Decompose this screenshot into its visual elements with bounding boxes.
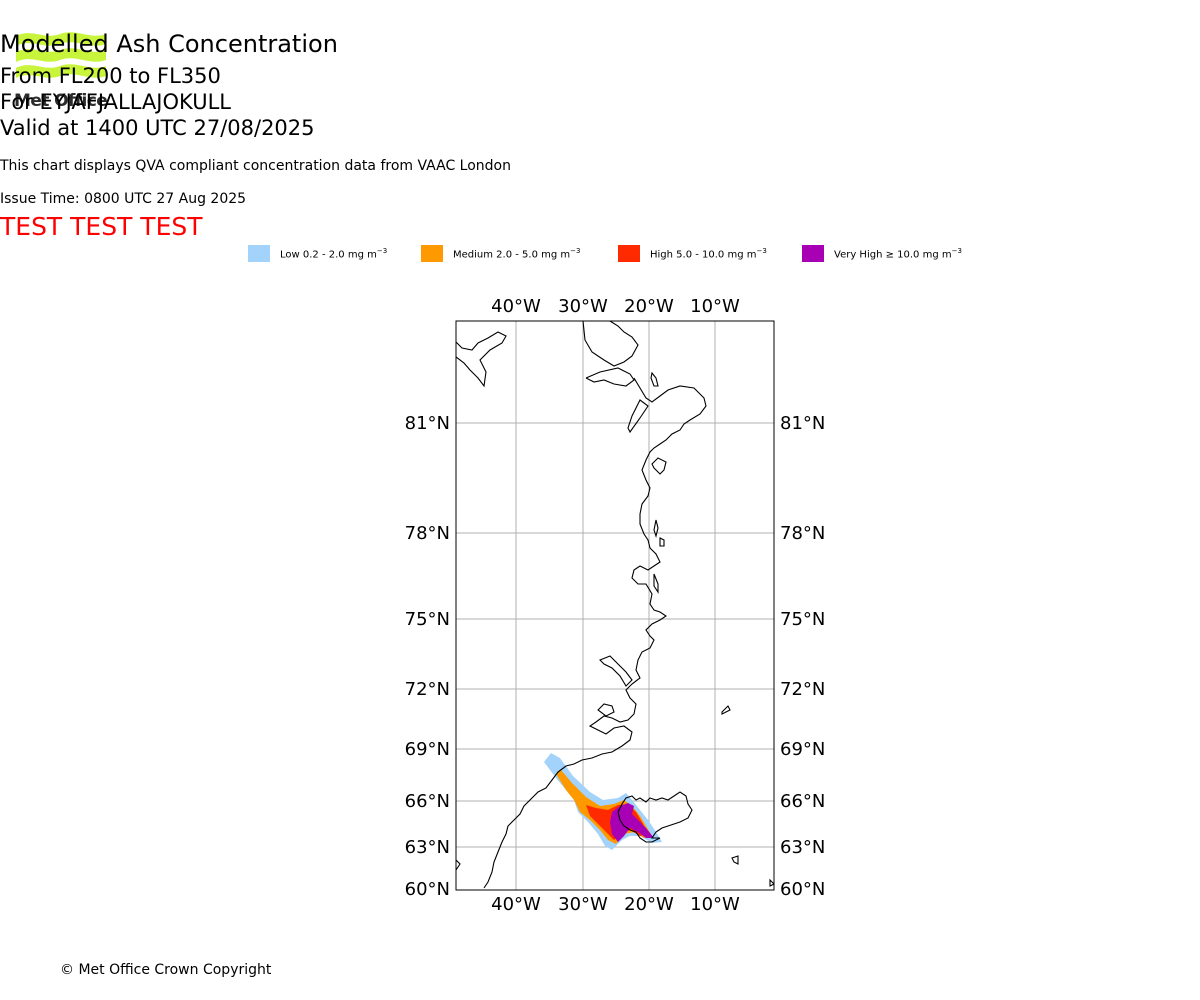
valid-time: Valid at 1400 UTC 27/08/2025 bbox=[0, 116, 315, 140]
test-banner: TEST TEST TEST bbox=[0, 212, 203, 241]
lon-label: 20°W bbox=[624, 894, 674, 915]
lat-label: 78°N bbox=[405, 523, 450, 544]
lon-label: 10°W bbox=[690, 894, 740, 915]
flight-levels: From FL200 to FL350 bbox=[0, 64, 221, 88]
issue-time: Issue Time: 0800 UTC 27 Aug 2025 bbox=[0, 191, 247, 207]
lat-label: 69°N bbox=[405, 739, 450, 760]
coastlines bbox=[456, 321, 774, 889]
met-office-logo bbox=[16, 32, 106, 78]
lat-label: 66°N bbox=[405, 791, 450, 812]
legend-swatch-very-high bbox=[802, 245, 824, 262]
legend-label-very-high: Very High ≥ 10.0 mg m−3 bbox=[834, 246, 962, 261]
lat-label: 63°N bbox=[780, 837, 825, 858]
legend-label-high: High 5.0 - 10.0 mg m−3 bbox=[650, 246, 767, 261]
lat-label: 78°N bbox=[780, 523, 825, 544]
map-frame bbox=[455, 320, 775, 891]
copyright: © Met Office Crown Copyright bbox=[60, 962, 272, 978]
lon-labels-bottom: 40°W 30°W 20°W 10°W bbox=[491, 894, 740, 915]
lon-label: 40°W bbox=[491, 296, 541, 317]
lon-labels-top: 40°W 30°W 20°W 10°W bbox=[491, 296, 740, 317]
greenland-coast bbox=[456, 331, 507, 388]
legend-item-very-high: Very High ≥ 10.0 mg m−3 bbox=[802, 245, 962, 262]
lat-label: 75°N bbox=[405, 609, 450, 630]
lat-label: 72°N bbox=[405, 679, 450, 700]
legend-label-low: Low 0.2 - 2.0 mg m−3 bbox=[280, 246, 388, 261]
lat-label: 63°N bbox=[405, 837, 450, 858]
lat-labels-right: 81°N 78°N 75°N 72°N 69°N 66°N 63°N 60°N bbox=[780, 413, 825, 900]
lon-label: 30°W bbox=[558, 894, 608, 915]
chart-title: Modelled Ash Concentration bbox=[0, 30, 338, 58]
lat-label: 81°N bbox=[405, 413, 450, 434]
lat-label: 81°N bbox=[780, 413, 825, 434]
met-office-wordmark: Met Office bbox=[14, 91, 108, 111]
lon-label: 20°W bbox=[624, 296, 674, 317]
legend-swatch-medium bbox=[421, 245, 443, 262]
lat-label: 60°N bbox=[405, 879, 450, 900]
lon-label: 30°W bbox=[558, 296, 608, 317]
lon-label: 10°W bbox=[690, 296, 740, 317]
ash-very-high-region bbox=[610, 803, 654, 842]
lat-label: 60°N bbox=[780, 879, 825, 900]
chart-subtitle: This chart displays QVA compliant concen… bbox=[0, 158, 511, 174]
legend-swatch-low bbox=[248, 245, 270, 262]
legend-label-medium: Medium 2.0 - 5.0 mg m−3 bbox=[453, 246, 581, 261]
lat-label: 72°N bbox=[780, 679, 825, 700]
lat-label: 66°N bbox=[780, 791, 825, 812]
lon-label: 40°W bbox=[491, 894, 541, 915]
lat-labels-left: 81°N 78°N 75°N 72°N 69°N 66°N 63°N 60°N bbox=[405, 413, 450, 900]
legend-item-medium: Medium 2.0 - 5.0 mg m−3 bbox=[421, 245, 580, 262]
legend-item-low: Low 0.2 - 2.0 mg m−3 bbox=[248, 245, 387, 262]
lat-label: 75°N bbox=[780, 609, 825, 630]
volcano-name: For EYJAFJALLAJOKULL bbox=[0, 90, 231, 114]
legend-swatch-high bbox=[618, 245, 640, 262]
iceland-coast bbox=[617, 791, 693, 843]
legend: Low 0.2 - 2.0 mg m−3 Medium 2.0 - 5.0 mg… bbox=[0, 245, 1200, 265]
lat-label: 69°N bbox=[780, 739, 825, 760]
legend-item-high: High 5.0 - 10.0 mg m−3 bbox=[618, 245, 767, 262]
